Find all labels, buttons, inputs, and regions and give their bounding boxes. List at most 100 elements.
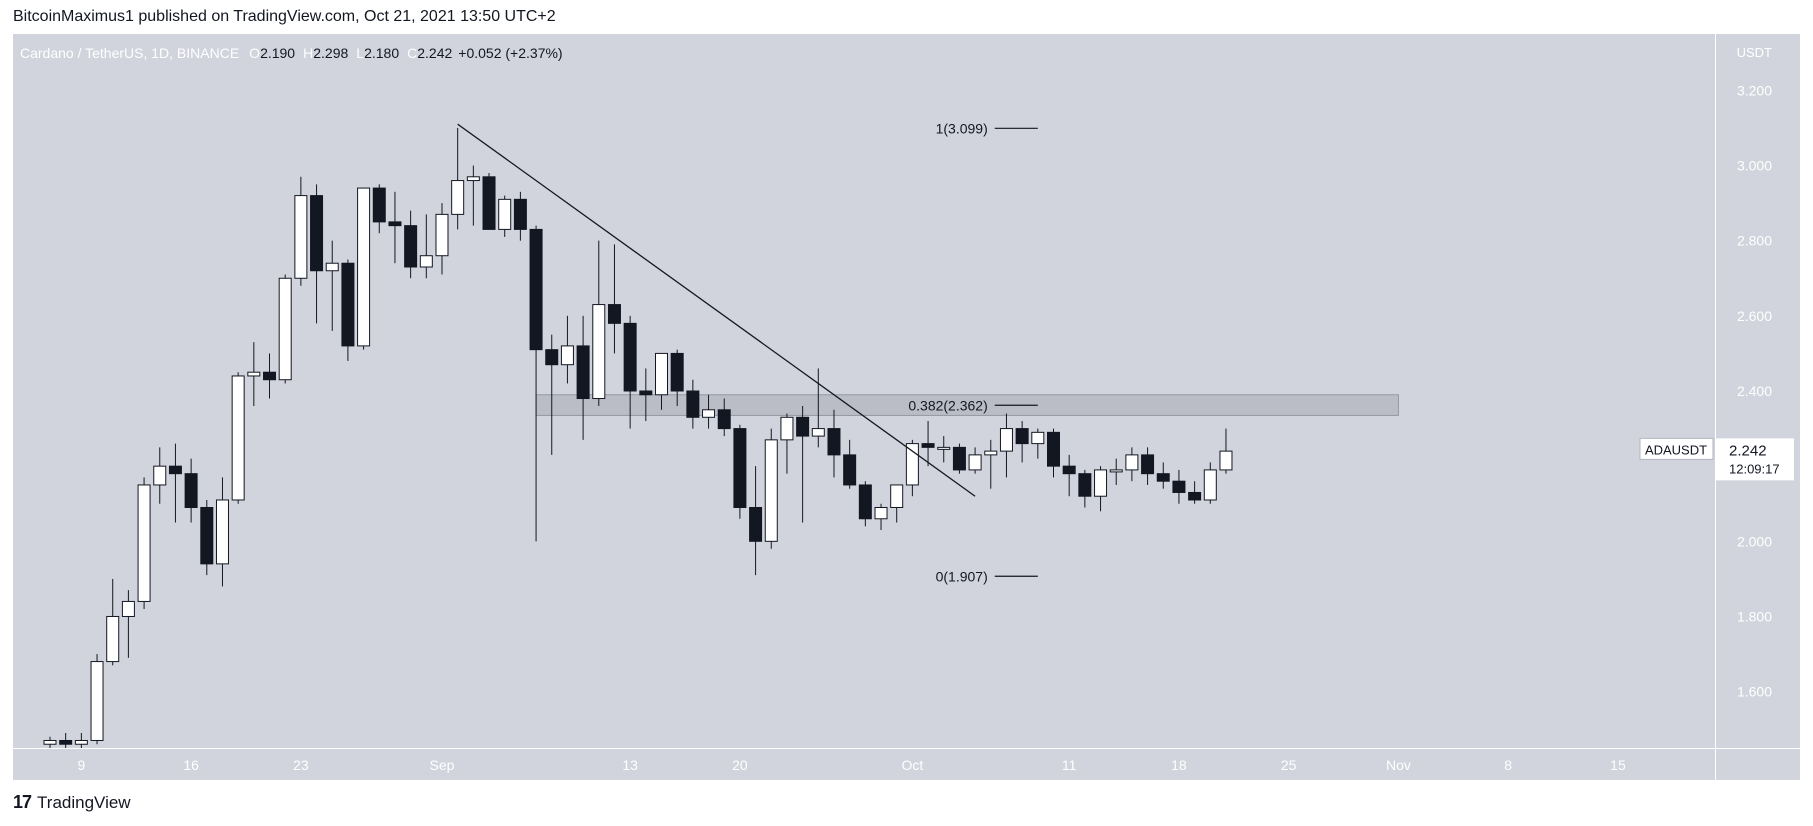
candle[interactable] — [1031, 428, 1045, 459]
time-tick-label: 18 — [1171, 757, 1187, 773]
candle[interactable] — [513, 191, 527, 241]
plot-area[interactable] — [13, 34, 1715, 748]
candle[interactable] — [451, 127, 465, 230]
candle[interactable] — [607, 244, 621, 354]
candle[interactable] — [796, 406, 810, 523]
candle-body-up — [968, 454, 982, 471]
candle[interactable] — [121, 590, 135, 658]
candle[interactable] — [1219, 428, 1233, 474]
price-tick-label: 1.600 — [1737, 684, 1772, 700]
candle[interactable] — [968, 447, 982, 474]
candle[interactable] — [153, 447, 167, 504]
last-price-value: 2.242 — [1729, 442, 1767, 459]
candle[interactable] — [576, 315, 590, 440]
candle[interactable] — [717, 398, 731, 437]
candle[interactable] — [749, 466, 763, 576]
candle[interactable] — [404, 210, 418, 279]
candle[interactable] — [419, 214, 433, 279]
candle[interactable] — [215, 477, 229, 587]
candle[interactable] — [890, 484, 904, 523]
tradingview-logo[interactable]: 17 TradingView — [13, 792, 131, 813]
candle[interactable] — [325, 240, 339, 331]
candle[interactable] — [137, 477, 151, 609]
candle[interactable] — [59, 732, 73, 748]
candle[interactable] — [639, 368, 653, 422]
candle[interactable] — [1109, 458, 1123, 485]
candle[interactable] — [686, 379, 700, 429]
price-axis-panel[interactable] — [1715, 34, 1800, 780]
candle[interactable] — [843, 439, 857, 489]
candle[interactable] — [984, 439, 998, 489]
tradingview-logo-icon: 17 — [13, 792, 32, 812]
candle[interactable] — [168, 443, 182, 523]
fib-level-label: 0(1.907) — [936, 568, 988, 584]
candle-body-down — [827, 428, 841, 456]
candle[interactable] — [1125, 447, 1139, 482]
candle[interactable] — [733, 424, 747, 519]
candle[interactable] — [592, 240, 606, 407]
candle[interactable] — [1156, 462, 1170, 489]
candle[interactable] — [1062, 454, 1076, 497]
candle-body-up — [764, 439, 778, 542]
descending-trendline[interactable] — [457, 123, 976, 497]
candle[interactable] — [278, 274, 292, 384]
candle[interactable] — [341, 259, 355, 361]
candle[interactable] — [1141, 447, 1155, 485]
candle[interactable] — [106, 578, 120, 666]
candle[interactable] — [937, 436, 951, 463]
candle[interactable] — [1094, 466, 1108, 512]
close-label: C — [407, 45, 417, 61]
candle[interactable] — [545, 334, 559, 455]
candle[interactable] — [702, 394, 716, 429]
candle[interactable] — [1172, 469, 1186, 504]
candle[interactable] — [623, 315, 637, 429]
low-label: L — [356, 45, 364, 61]
candle[interactable] — [827, 409, 841, 478]
candle[interactable] — [1203, 462, 1217, 504]
price-tick-label: 2.000 — [1737, 533, 1772, 549]
candle-body-up — [1031, 431, 1045, 445]
candle[interactable] — [858, 481, 872, 527]
candle-body-down — [1046, 431, 1060, 467]
candle[interactable] — [357, 187, 371, 350]
candle[interactable] — [482, 173, 496, 230]
time-axis-panel[interactable] — [13, 748, 1715, 780]
candle[interactable] — [999, 413, 1013, 478]
candle-body-down — [952, 446, 966, 471]
candle[interactable] — [529, 225, 543, 542]
candle[interactable] — [764, 428, 778, 549]
candle[interactable] — [435, 203, 449, 275]
candle[interactable] — [74, 732, 88, 748]
candle-body-up — [1219, 450, 1233, 471]
candle[interactable] — [466, 165, 480, 226]
candle[interactable] — [294, 176, 308, 286]
candle[interactable] — [670, 349, 684, 407]
candle[interactable] — [921, 421, 935, 467]
price-tick-label: 1.800 — [1737, 608, 1772, 624]
candle[interactable] — [200, 499, 214, 576]
candle[interactable] — [560, 315, 574, 384]
candle[interactable] — [388, 191, 402, 264]
candle[interactable] — [231, 372, 245, 504]
candle-body-up — [419, 255, 433, 268]
candle[interactable] — [811, 368, 825, 448]
candle-body-up — [90, 661, 104, 741]
candle[interactable] — [90, 654, 104, 745]
candle[interactable] — [372, 184, 386, 234]
candle[interactable] — [780, 413, 794, 474]
candle[interactable] — [655, 352, 669, 410]
last-price-badge[interactable]: ADAUSDT 2.242 12:09:17 — [1639, 437, 1794, 481]
candle[interactable] — [263, 353, 277, 399]
candle[interactable] — [1188, 481, 1202, 504]
candle[interactable] — [247, 342, 261, 407]
candle[interactable] — [498, 195, 512, 237]
candle[interactable] — [874, 503, 888, 531]
candle[interactable] — [43, 736, 57, 748]
candle[interactable] — [1078, 469, 1092, 508]
candle[interactable] — [952, 443, 966, 474]
candle[interactable] — [1015, 421, 1029, 463]
candle[interactable] — [184, 458, 198, 523]
candle[interactable] — [1046, 428, 1060, 478]
candle[interactable] — [310, 184, 324, 324]
